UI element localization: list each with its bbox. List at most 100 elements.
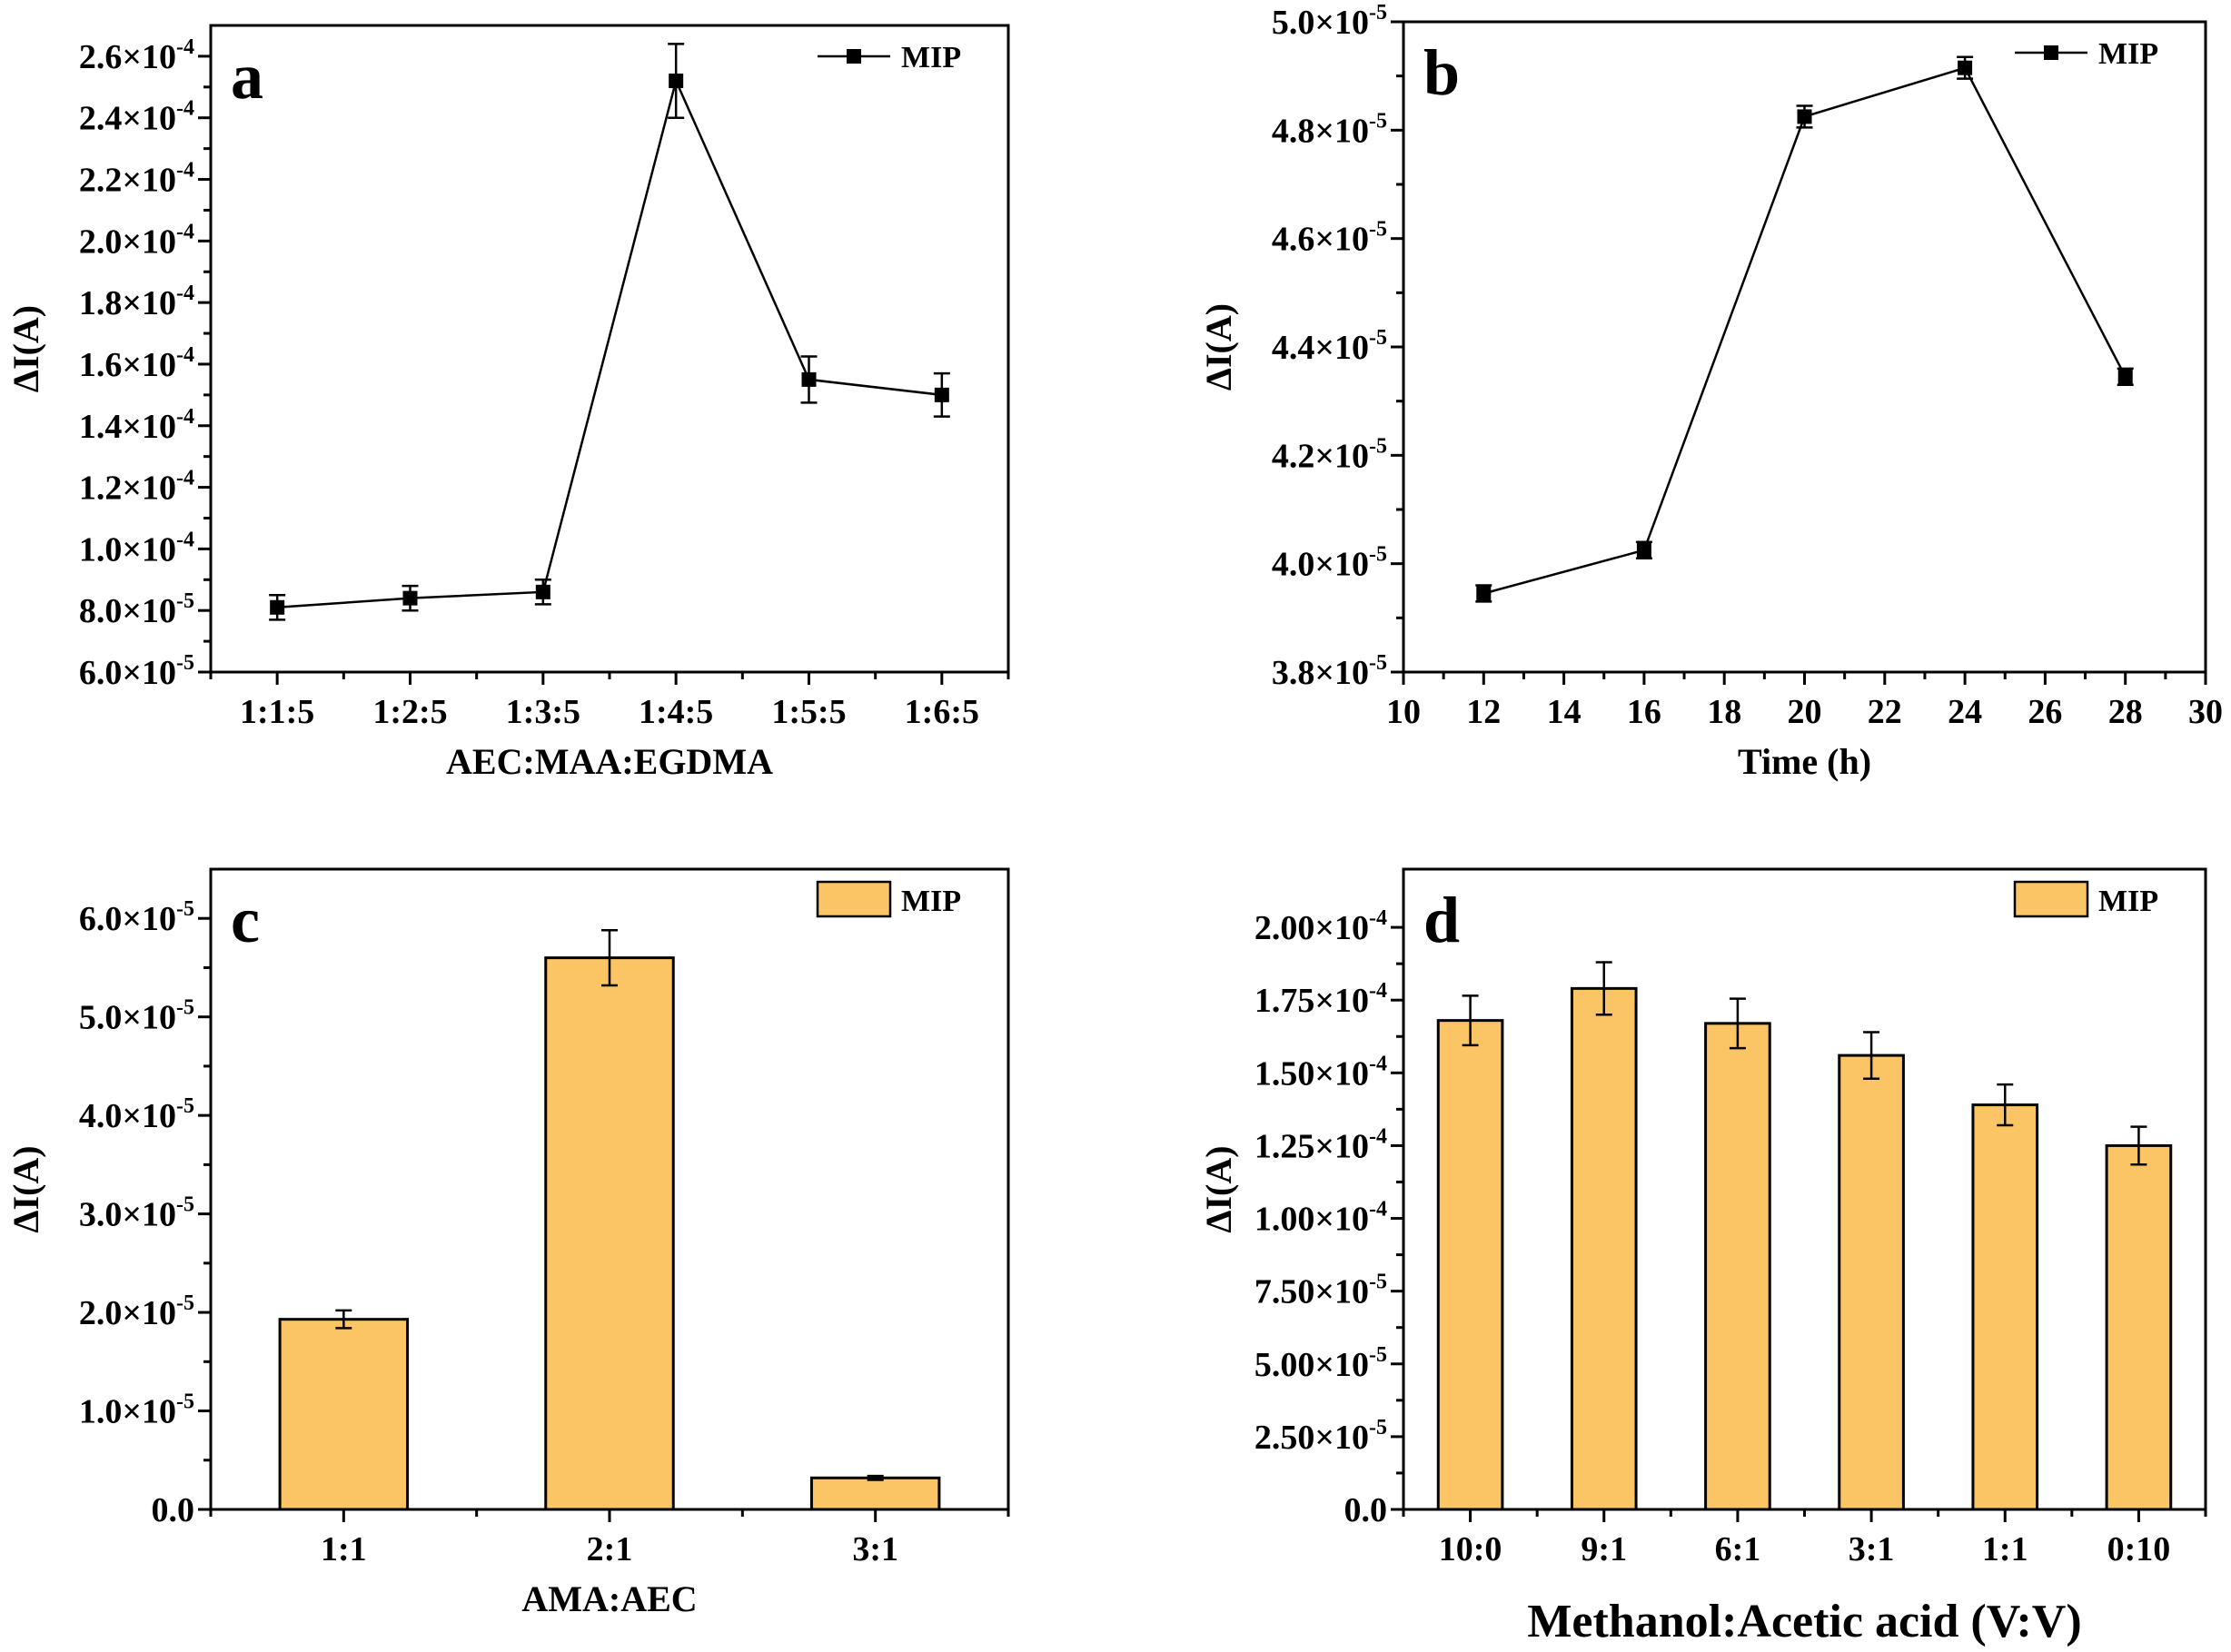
- series-line: [277, 77, 942, 609]
- y-tick-exponent: -4: [176, 467, 194, 490]
- data-point: [402, 590, 418, 606]
- x-tick-label: 9:1: [1581, 1530, 1627, 1568]
- legend-label: MIP: [2098, 885, 2158, 918]
- y-tick-exponent: -5: [1369, 651, 1387, 675]
- y-tick-mantissa: 1.0×10: [79, 530, 176, 569]
- y-tick-exponent: -5: [176, 1193, 194, 1217]
- y-tick-label: 0.0: [1344, 1491, 1388, 1529]
- plot-frame: [209, 24, 1010, 674]
- y-tick-label: 5.0×10-5: [1272, 1, 1387, 42]
- y-tick-label: 4.8×10-5: [1272, 109, 1387, 150]
- y-tick-label: 1.75×10-4: [1254, 979, 1387, 1020]
- y-tick-mantissa: 7.50×10: [1254, 1273, 1369, 1311]
- x-tick-label: 1:2:5: [372, 693, 447, 731]
- y-tick-mantissa: 1.00×10: [1254, 1201, 1369, 1239]
- data-point: [270, 599, 285, 615]
- y-tick-exponent: -5: [176, 897, 194, 921]
- data-point: [1797, 109, 1812, 124]
- y-tick-label: 1.4×10-4: [79, 405, 194, 446]
- x-tick-label: 1:6:5: [905, 693, 979, 731]
- y-tick-mantissa: 4.4×10: [1272, 329, 1369, 367]
- legend-marker: [2044, 45, 2058, 60]
- y-tick-exponent: -4: [176, 343, 194, 367]
- y-tick-label: 4.6×10-5: [1272, 218, 1387, 259]
- y-tick-label: 6.0×10-5: [79, 651, 194, 692]
- y-tick-label: 1.25×10-4: [1254, 1124, 1387, 1165]
- y-tick-label: 4.0×10-5: [79, 1094, 194, 1135]
- y-tick-mantissa: 2.00×10: [1254, 909, 1369, 947]
- x-tick-label: 1:5:5: [771, 693, 846, 731]
- y-tick-exponent: -5: [1369, 1416, 1387, 1439]
- y-tick-mantissa: 1.6×10: [79, 346, 176, 384]
- bar: [1838, 1054, 1905, 1511]
- y-tick-label: 2.0×10-5: [79, 1291, 194, 1332]
- y-tick-label: 0.0: [152, 1491, 195, 1529]
- y-tick-mantissa: 3.0×10: [79, 1196, 176, 1234]
- x-tick-label: 12: [1466, 693, 1501, 731]
- y-tick-mantissa: 5.0×10: [1272, 4, 1369, 42]
- y-tick-mantissa: 5.0×10: [79, 999, 176, 1037]
- y-tick-label: 7.50×10-5: [1254, 1271, 1387, 1311]
- x-tick-label: 3:1: [852, 1530, 898, 1568]
- x-tick-label: 30: [2188, 693, 2223, 731]
- y-tick-exponent: -4: [176, 97, 194, 121]
- y-tick-mantissa: 1.4×10: [79, 408, 176, 446]
- x-tick-label: 18: [1707, 693, 1741, 731]
- x-tick-label: 20: [1788, 693, 1822, 731]
- y-tick-mantissa: 3.8×10: [1272, 654, 1369, 692]
- y-tick-exponent: -4: [1369, 1052, 1387, 1075]
- y-tick-mantissa: 0.0: [1344, 1491, 1388, 1529]
- bar: [2105, 1143, 2173, 1511]
- y-tick-mantissa: 2.6×10: [79, 38, 176, 76]
- y-axis-label: ΔI(A): [5, 305, 46, 392]
- y-axis-label: ΔI(A): [5, 1145, 46, 1232]
- data-point: [1958, 60, 1973, 75]
- y-tick-exponent: -5: [1369, 326, 1387, 350]
- bar: [1570, 986, 1638, 1511]
- y-tick-exponent: -5: [1369, 543, 1387, 567]
- x-tick-label: 1:4:5: [639, 693, 713, 731]
- y-tick-mantissa: 2.2×10: [79, 162, 176, 200]
- y-tick-exponent: -5: [176, 1094, 194, 1118]
- panel-letter: a: [231, 40, 263, 113]
- y-tick-exponent: -4: [176, 159, 194, 183]
- y-tick-mantissa: 2.4×10: [79, 100, 176, 138]
- y-tick-mantissa: 4.0×10: [79, 1097, 176, 1135]
- x-tick-label: 28: [2108, 693, 2143, 731]
- y-tick-exponent: -4: [176, 528, 194, 551]
- x-tick-label: 1:3:5: [506, 693, 580, 731]
- panel-a: 6.0×10-58.0×10-51.0×10-41.2×10-41.4×10-4…: [5, 24, 1010, 782]
- panel-letter: b: [1423, 36, 1460, 109]
- y-tick-mantissa: 1.75×10: [1254, 982, 1369, 1020]
- y-tick-exponent: -5: [1369, 1343, 1387, 1367]
- panel-b: 3.8×10-54.0×10-54.2×10-54.4×10-54.6×10-5…: [1198, 1, 2223, 782]
- x-tick-label: 10:0: [1439, 1530, 1502, 1568]
- x-axis-label: AEC:MAA:EGDMA: [446, 741, 773, 782]
- y-tick-label: 1.2×10-4: [79, 467, 194, 508]
- bar: [1704, 1022, 1771, 1511]
- y-tick-label: 4.0×10-5: [1272, 543, 1387, 584]
- y-tick-label: 2.50×10-5: [1254, 1416, 1387, 1457]
- x-tick-label: 3:1: [1849, 1530, 1895, 1568]
- y-tick-mantissa: 6.0×10: [79, 900, 176, 938]
- y-tick-label: 3.0×10-5: [79, 1193, 194, 1234]
- x-tick-label: 14: [1547, 693, 1582, 731]
- legend-swatch: [816, 880, 892, 918]
- y-tick-exponent: -4: [1369, 1124, 1387, 1148]
- x-tick-label: 2:1: [587, 1530, 633, 1568]
- y-tick-label: 4.4×10-5: [1272, 326, 1387, 367]
- y-tick-label: 5.00×10-5: [1254, 1343, 1387, 1384]
- y-tick-exponent: -4: [176, 35, 194, 59]
- x-axis-label: Time (h): [1738, 741, 1871, 782]
- y-tick-mantissa: 2.0×10: [79, 223, 176, 261]
- y-tick-mantissa: 6.0×10: [79, 654, 176, 692]
- y-tick-label: 6.0×10-5: [79, 897, 194, 938]
- data-point: [1636, 542, 1651, 558]
- y-tick-mantissa: 1.2×10: [79, 470, 176, 508]
- bar: [809, 1476, 941, 1511]
- bar: [1971, 1103, 2039, 1511]
- y-tick-mantissa: 1.25×10: [1254, 1127, 1369, 1165]
- bar: [1436, 1019, 1504, 1511]
- y-tick-exponent: -5: [176, 651, 194, 675]
